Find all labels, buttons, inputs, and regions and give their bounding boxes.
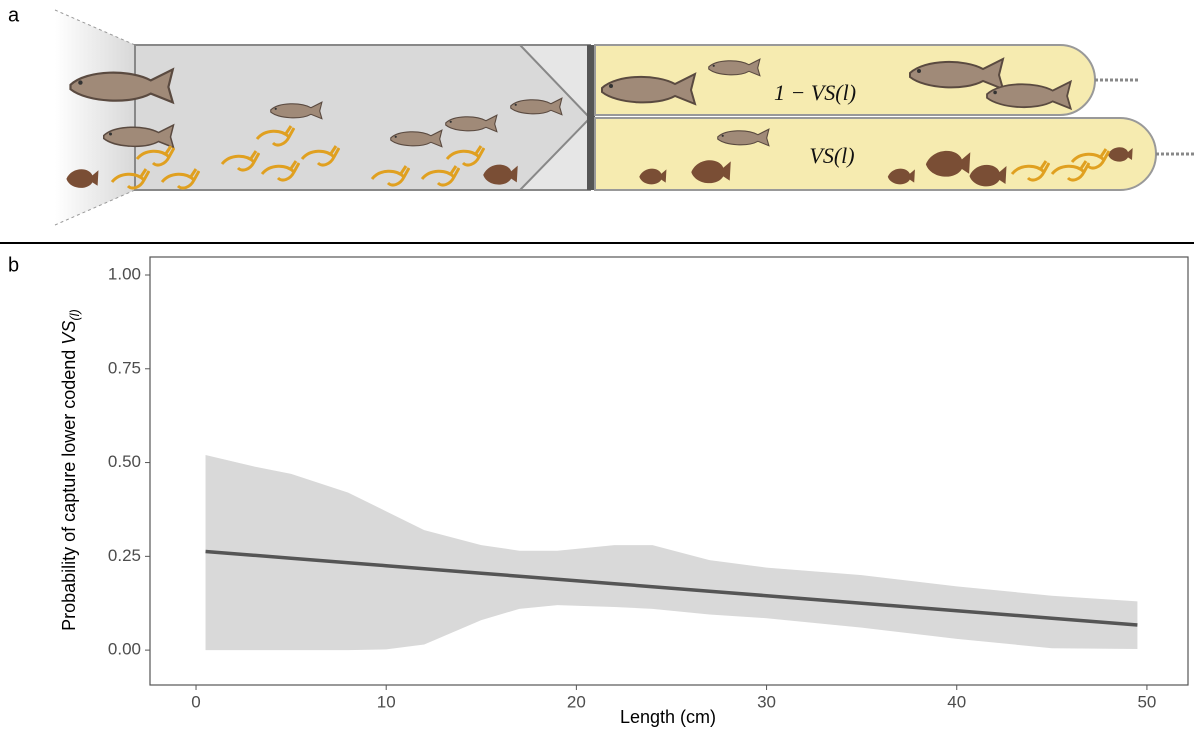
trawl-mouth bbox=[55, 10, 135, 225]
codend-label: 1 − VS(l) bbox=[774, 80, 856, 105]
x-axis-title: Length (cm) bbox=[620, 707, 716, 727]
x-tick-label: 0 bbox=[191, 692, 200, 711]
x-tick-label: 50 bbox=[1137, 692, 1156, 711]
y-tick-label: 0.25 bbox=[108, 546, 141, 565]
y-axis-symbol: VS bbox=[59, 321, 79, 345]
grid-section bbox=[587, 45, 595, 190]
y-tick-label: 0.75 bbox=[108, 358, 141, 377]
confidence-band bbox=[205, 455, 1138, 651]
panel-label: b bbox=[8, 254, 19, 276]
trawl-body bbox=[134, 44, 591, 191]
mouth-edge bbox=[54, 9, 136, 46]
y-tick-label: 1.00 bbox=[108, 264, 141, 283]
mouth-edge bbox=[54, 189, 136, 226]
y-tick-label: 0.00 bbox=[108, 640, 141, 659]
y-axis-title: Probability of capture lower codend VS(l… bbox=[59, 309, 83, 631]
y-axis-title-text: Probability of capture lower codend bbox=[59, 350, 79, 631]
y-tick-label: 0.50 bbox=[108, 452, 141, 471]
splitter bbox=[517, 44, 592, 191]
panel-label: a bbox=[8, 4, 20, 26]
plot-frame bbox=[149, 256, 1189, 686]
fit-line bbox=[205, 549, 1138, 627]
x-tick-label: 30 bbox=[757, 692, 776, 711]
plot: 0.00 0.25 0.50 0.75 1.00 0 10 20 30 40 50 bbox=[108, 264, 1156, 711]
y-axis-subscript: (l) bbox=[67, 309, 82, 321]
x-tick-label: 20 bbox=[567, 692, 586, 711]
x-tick-label: 10 bbox=[377, 692, 396, 711]
x-tick-label: 40 bbox=[947, 692, 966, 711]
codend-label: VS(l) bbox=[809, 143, 854, 168]
